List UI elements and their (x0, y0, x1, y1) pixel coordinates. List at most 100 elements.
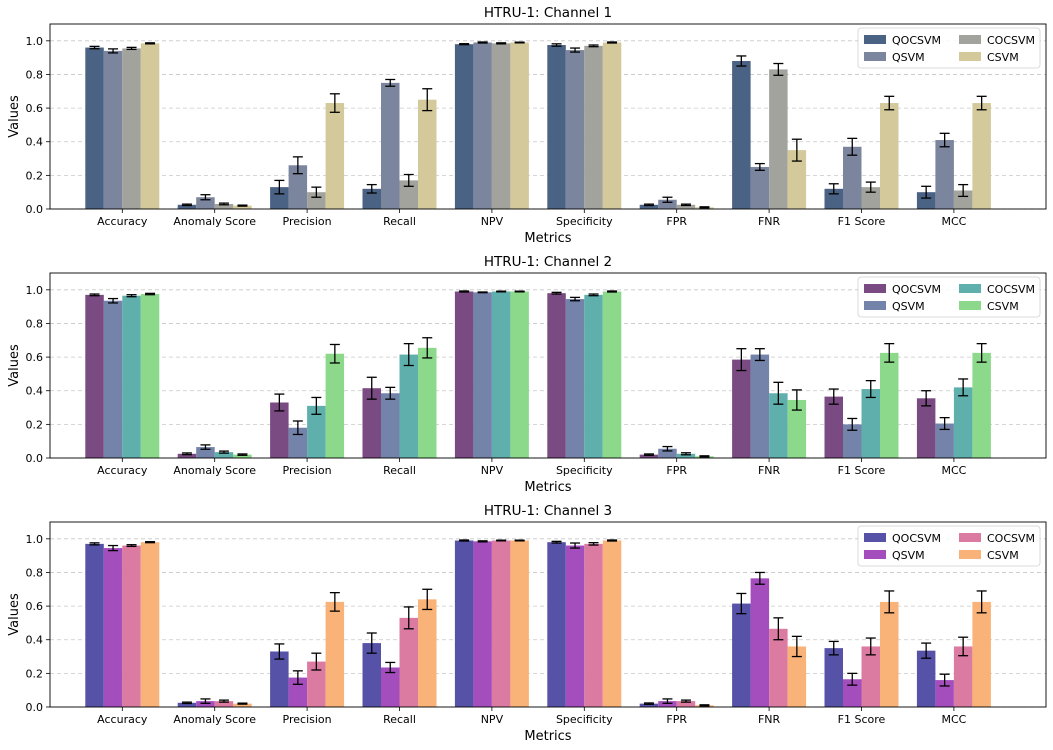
error-bar-cocsvm-f1-score (865, 637, 876, 656)
error-bar-cocsvm-fnr (773, 62, 784, 76)
error-bar-qsvm-f1-score (847, 137, 858, 156)
error-bar-cocsvm-anomaly-score (218, 202, 229, 206)
bar-csvm-npv (510, 42, 529, 209)
legend-label-cocsvm: COCSVM (987, 532, 1035, 545)
bar-csvm-mcc (972, 103, 991, 209)
y-tick-label: 0.4 (26, 136, 44, 149)
legend-frame (857, 525, 1041, 567)
error-bar-cocsvm-accuracy (126, 46, 137, 51)
legend-item-cocsvm: COCSVM (959, 532, 1035, 545)
x-tick-label-specificity: Specificity (556, 464, 613, 477)
error-bar-csvm-mcc (976, 95, 987, 111)
error-bar-csvm-recall (422, 588, 433, 611)
error-bar-qsvm-fpr (662, 698, 673, 704)
legend-item-qsvm: QSVM (864, 51, 925, 64)
error-bar-qsvm-precision (292, 670, 303, 685)
error-bar-qocsvm-specificity (551, 43, 562, 47)
legend-label-csvm: CSVM (987, 549, 1019, 562)
bar-qocsvm-f1-score (824, 648, 843, 707)
legend-label-csvm: CSVM (987, 300, 1019, 313)
bar-cocsvm-anomaly-score (214, 452, 234, 458)
bar-cocsvm-mcc (953, 387, 973, 458)
bar-cocsvm-fpr (676, 701, 696, 707)
error-bar-cocsvm-precision (311, 652, 322, 671)
legend-swatch-csvm (959, 550, 981, 559)
error-bar-qocsvm-precision (274, 179, 285, 195)
error-bar-csvm-recall (422, 88, 433, 112)
error-bar-csvm-fnr (791, 138, 802, 162)
bar-qocsvm-anomaly-score (177, 453, 197, 458)
y-tick-label: 0.0 (26, 701, 44, 714)
x-axis-label: Metrics (524, 480, 571, 495)
error-bar-qsvm-recall (385, 386, 396, 400)
bar-cocsvm-precision (307, 405, 326, 458)
bar-qsvm-recall (381, 667, 400, 707)
bar-qocsvm-recall (362, 188, 381, 209)
bar-qsvm-anomaly-score (196, 447, 215, 458)
legend-item-qocsvm: QOCSVM (864, 283, 941, 296)
error-bar-cocsvm-anomaly-score (218, 450, 229, 454)
axes-frame (49, 521, 1047, 708)
bar-csvm-fnr (787, 399, 807, 458)
legend-item-csvm: CSVM (959, 51, 1019, 64)
error-bar-qsvm-f1-score (847, 672, 858, 686)
y-tick-label: 0.6 (26, 351, 44, 364)
error-bar-qsvm-npv (477, 540, 488, 543)
error-bar-cocsvm-accuracy (126, 544, 137, 548)
error-bar-qocsvm-precision (274, 393, 285, 412)
error-bar-qsvm-specificity (570, 47, 581, 53)
bar-cocsvm-specificity (584, 543, 603, 707)
error-bar-cocsvm-npv (496, 42, 507, 45)
y-tick-label: 0.2 (26, 418, 44, 431)
bar-cocsvm-recall (399, 180, 418, 209)
bar-cocsvm-f1-score (861, 646, 880, 707)
error-bar-csvm-npv (514, 290, 525, 293)
error-bar-qsvm-npv (477, 41, 488, 44)
error-bar-csvm-recall (422, 337, 433, 359)
y-tick-label: 1.0 (26, 35, 44, 48)
error-bar-cocsvm-specificity (588, 44, 599, 48)
bar-cocsvm-npv (491, 540, 511, 707)
x-tick-label-mcc: MCC (941, 713, 966, 726)
error-bar-csvm-f1-score (884, 342, 895, 363)
bar-cocsvm-precision (307, 661, 326, 707)
bar-csvm-precision (325, 103, 345, 209)
legend-frame (857, 27, 1041, 69)
error-bar-cocsvm-npv (496, 539, 507, 542)
error-bar-qocsvm-mcc (921, 185, 932, 199)
bar-qocsvm-fpr (639, 454, 659, 458)
error-bar-qsvm-anomaly-score (200, 698, 211, 704)
error-bar-qsvm-accuracy (108, 297, 119, 304)
x-tick-label-recall: Recall (383, 464, 416, 477)
bar-cocsvm-recall (399, 354, 418, 458)
x-tick-label-accuracy: Accuracy (97, 713, 148, 726)
error-bar-qsvm-accuracy (108, 48, 119, 54)
bar-qocsvm-mcc (916, 650, 936, 707)
error-bar-qsvm-precision (292, 156, 303, 175)
bar-cocsvm-fnr (769, 628, 788, 707)
x-tick-label-anomaly-score: Anomaly Score (173, 215, 256, 228)
x-tick-label-precision: Precision (283, 215, 332, 228)
x-tick-label-f1-score: F1 Score (838, 215, 886, 228)
error-bar-csvm-accuracy (145, 42, 156, 45)
error-bar-cocsvm-specificity (588, 542, 599, 546)
error-bar-qsvm-fnr (754, 571, 765, 585)
bar-csvm-specificity (602, 540, 622, 707)
legend-label-qocsvm: QOCSVM (892, 34, 941, 47)
legend-item-cocsvm: COCSVM (959, 34, 1035, 47)
bar-qocsvm-fnr (732, 61, 751, 209)
bar-cocsvm-accuracy (122, 295, 141, 458)
bar-cocsvm-anomaly-score (214, 203, 234, 209)
error-bar-csvm-f1-score (884, 95, 895, 111)
error-bar-qsvm-specificity (570, 542, 581, 549)
legend-label-cocsvm: COCSVM (987, 34, 1035, 47)
error-bar-qsvm-precision (292, 420, 303, 436)
bar-cocsvm-mcc (953, 646, 973, 707)
legend-item-qsvm: QSVM (864, 300, 925, 313)
error-bar-qsvm-fpr (662, 445, 673, 452)
y-tick-label: 0.0 (26, 203, 44, 216)
error-bar-qsvm-mcc (939, 673, 950, 687)
bar-qsvm-fnr (750, 578, 770, 707)
legend-swatch-qocsvm (864, 35, 886, 44)
